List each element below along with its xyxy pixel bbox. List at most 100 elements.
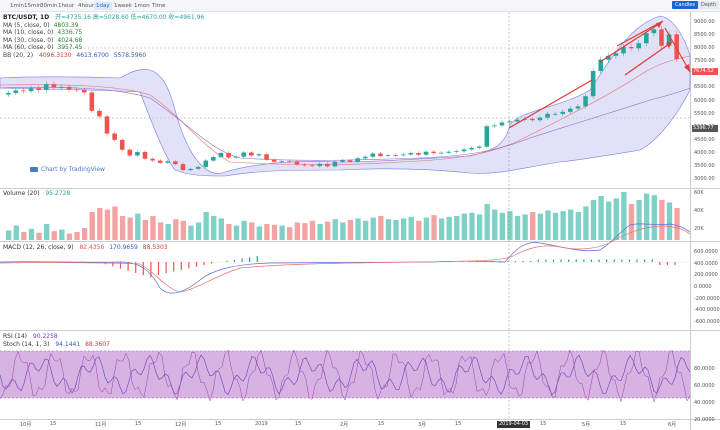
timeframe-4hour[interactable]: 4hour <box>78 3 95 9</box>
volume-bar <box>583 206 589 240</box>
macd-label[interactable]: MACD (12, 26, close, 9) <box>3 244 74 251</box>
candle-body <box>332 161 338 167</box>
macd-value-2: 170.9659 <box>109 244 138 251</box>
axis-tick-label: 0.0000 <box>694 284 712 290</box>
candle-body <box>325 163 330 167</box>
volume-bar <box>249 222 255 240</box>
candle-body <box>241 152 247 157</box>
volume-bar <box>119 216 126 240</box>
macd-value-3: 88.5303 <box>142 244 168 251</box>
volume-bar <box>218 218 224 240</box>
volume-bar <box>135 213 141 240</box>
volume-bar <box>355 218 361 240</box>
macd-histogram-bar <box>522 261 524 262</box>
volume-bar <box>241 220 247 240</box>
bb-label[interactable]: BB (20, 2) <box>3 51 34 59</box>
macd-histogram-bar <box>195 262 198 267</box>
candle-body <box>347 160 353 162</box>
candle-body <box>340 160 345 162</box>
volume-bar <box>21 232 27 240</box>
rsi-label[interactable]: RSI (14) <box>3 333 27 340</box>
timeframe-15min[interactable]: 15min <box>24 3 42 9</box>
time-tick-label: 15 <box>455 421 462 427</box>
candle-body <box>568 108 573 112</box>
time-tick-label: 6月 <box>668 422 677 428</box>
macd-histogram-bar <box>211 262 213 264</box>
time-button[interactable]: Time <box>152 3 166 9</box>
volume-label[interactable]: Volume (20) <box>3 190 40 197</box>
axis-tick-label: 6500.00 <box>694 84 715 91</box>
volume-axis[interactable]: 60K 40K 20K <box>692 190 720 240</box>
view-button-0[interactable]: Candles <box>672 1 698 9</box>
volume-bar <box>264 224 270 240</box>
price-tag: 7674.52 <box>692 67 718 75</box>
candle-body <box>271 159 277 162</box>
volume-bar <box>36 232 42 240</box>
volume-bar <box>279 225 285 240</box>
view-button-1[interactable]: Depth <box>698 1 720 9</box>
axis-tick-label: 4000.00 <box>694 149 715 156</box>
macd-histogram-bar <box>537 259 539 262</box>
macd-histogram-bar <box>256 256 258 262</box>
chart-area[interactable] <box>0 12 720 430</box>
macd-value-1: 82.4356 <box>79 244 105 251</box>
macd-histogram-bar <box>514 261 517 262</box>
volume-bar <box>545 210 551 240</box>
candle-body <box>476 146 482 148</box>
ma-legend-row[interactable]: MA (10, close, 0) 4336.75 <box>3 29 83 37</box>
candle-body <box>537 117 543 121</box>
timeframe-1mon[interactable]: 1mon <box>134 3 150 9</box>
candle-body <box>150 158 155 161</box>
candle-body <box>211 157 216 161</box>
candle-body <box>59 86 64 88</box>
volume-bar <box>203 212 209 240</box>
ma-legend-row[interactable]: MA (30, close, 0) 4024.68 <box>3 36 83 44</box>
volume-bar <box>393 220 399 240</box>
volume-bar <box>43 224 50 240</box>
volume-bar <box>552 212 559 240</box>
macd-histogram-bar <box>575 259 577 262</box>
axis-tick-label: -200.0000 <box>694 295 720 302</box>
time-axis[interactable]: 10月1511月1512月152019152月153月154月155月156月 <box>0 420 690 430</box>
volume-bar <box>233 225 240 240</box>
ohlc-values: 开=4735.16 高=5028.60 低=4670.00 收=4961.96 <box>55 14 205 21</box>
timeframe-1min[interactable]: 1min <box>10 3 24 9</box>
ma-line-fast <box>0 87 691 161</box>
timeframe-1day[interactable]: 1day <box>94 2 112 10</box>
rsi-legend: RSI (14) 90.2258 Stoch (14, 1, 3) 94.144… <box>3 333 110 348</box>
volume-bar <box>6 230 12 240</box>
candle-body <box>545 113 550 118</box>
macd-histogram-bar <box>142 262 144 276</box>
timeframe-30min[interactable]: 30min <box>40 3 58 9</box>
volume-bar <box>51 231 57 240</box>
macd-histogram-bar <box>180 262 182 270</box>
macd-histogram-bar <box>233 259 236 262</box>
candle-body <box>203 160 209 167</box>
axis-tick-label: 20.0000 <box>694 417 715 423</box>
price-axis[interactable]: 9000.008500.008000.007500.007000.006500.… <box>692 0 720 188</box>
symbol-label[interactable]: BTC/USDT, 1D <box>3 14 50 21</box>
volume-bar <box>180 220 187 240</box>
macd-histogram-bar <box>583 259 585 262</box>
stoch-label[interactable]: Stoch (14, 1, 3) <box>3 340 50 348</box>
ma-legend-row[interactable]: MA (5, close, 0) 4803.39 <box>3 21 79 29</box>
time-tick-label: 15 <box>540 421 547 427</box>
rsi-axis[interactable]: 80.0000 60.0000 40.0000 20.0000 <box>692 332 720 423</box>
ma-legend-row[interactable]: MA (60, close, 0) 3957.45 <box>3 44 83 52</box>
time-tick-label: 15 <box>620 421 627 427</box>
candle-body <box>249 152 254 156</box>
candle-body <box>362 156 368 159</box>
candle-body <box>195 166 201 169</box>
timeframe-1week[interactable]: 1week <box>114 3 132 9</box>
volume-bar <box>674 208 680 240</box>
candle-body <box>43 84 49 90</box>
candle-body <box>104 116 110 134</box>
ma-line-slow <box>0 55 691 165</box>
macd-histogram-bar <box>173 262 175 272</box>
candle-body <box>644 33 649 44</box>
timeframe-1hour[interactable]: 1hour <box>58 3 75 9</box>
volume-bar <box>461 213 468 240</box>
volume-bar <box>340 222 346 240</box>
macd-axis[interactable]: 600.0000 400.0000 200.0000 0.0000 -200.0000 -… <box>692 243 720 329</box>
volume-bar <box>287 227 293 240</box>
